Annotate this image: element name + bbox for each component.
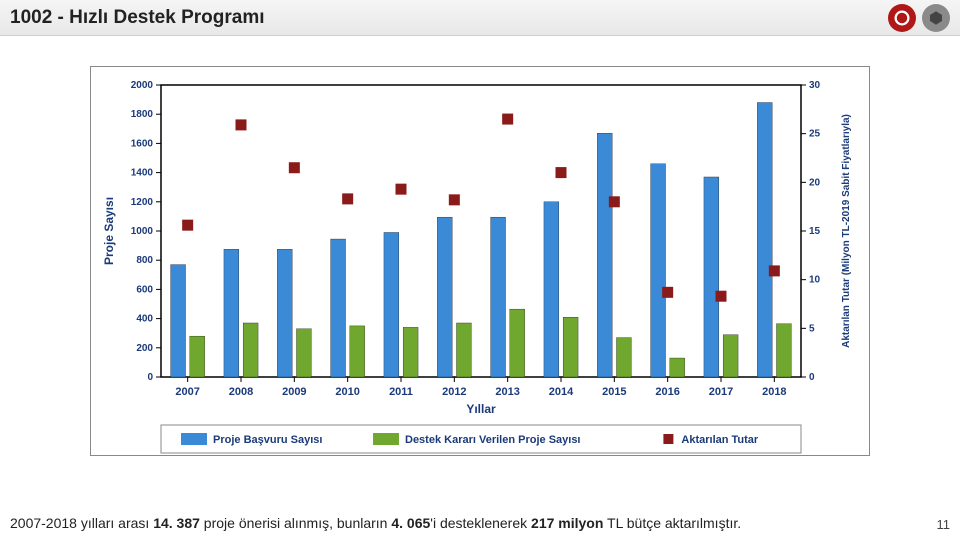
bar xyxy=(403,327,418,377)
svg-text:2011: 2011 xyxy=(389,386,413,398)
bar xyxy=(224,249,239,377)
bar xyxy=(456,323,471,377)
bar xyxy=(670,358,685,377)
scatter-point xyxy=(182,220,193,231)
page-title: 1002 - Hızlı Destek Programı xyxy=(10,7,265,29)
svg-text:15: 15 xyxy=(809,226,821,237)
svg-text:20: 20 xyxy=(809,177,821,188)
bar xyxy=(776,324,791,377)
bar xyxy=(704,177,719,377)
svg-text:2015: 2015 xyxy=(602,386,626,398)
chart-svg: 0200400600800100012001400160018002000Pro… xyxy=(91,67,871,457)
svg-text:800: 800 xyxy=(136,255,153,266)
svg-text:2017: 2017 xyxy=(709,386,733,398)
svg-text:2018: 2018 xyxy=(762,386,786,398)
page-number: 11 xyxy=(937,517,951,532)
svg-text:2008: 2008 xyxy=(229,386,253,398)
chart-container: 0200400600800100012001400160018002000Pro… xyxy=(90,66,870,456)
bar xyxy=(544,202,559,377)
scatter-point xyxy=(289,162,300,173)
svg-text:10: 10 xyxy=(809,275,821,286)
svg-text:1000: 1000 xyxy=(131,226,154,237)
footer-caption: 2007-2018 yılları arası 14. 387 proje ön… xyxy=(10,514,741,532)
bar xyxy=(384,232,399,377)
svg-text:Aktarılan Tutar (Milyon TL-201: Aktarılan Tutar (Milyon TL-2019 Sabit Fi… xyxy=(841,114,852,348)
bar xyxy=(616,338,631,377)
scatter-point xyxy=(342,193,353,204)
bar xyxy=(437,217,452,377)
bar xyxy=(296,329,311,377)
bar xyxy=(563,317,578,377)
svg-text:600: 600 xyxy=(136,284,153,295)
scatter-point xyxy=(449,194,460,205)
svg-text:1800: 1800 xyxy=(131,109,154,120)
svg-text:Yıllar: Yıllar xyxy=(466,402,496,416)
svg-text:2009: 2009 xyxy=(282,386,306,398)
svg-text:1600: 1600 xyxy=(131,138,154,149)
bar xyxy=(597,133,612,377)
scatter-point xyxy=(236,119,247,130)
bar xyxy=(171,265,186,377)
logo-emblem xyxy=(888,4,916,32)
svg-text:2012: 2012 xyxy=(442,386,466,398)
svg-text:2010: 2010 xyxy=(335,386,359,398)
footer: 2007-2018 yılları arası 14. 387 proje ön… xyxy=(10,514,950,532)
scatter-point xyxy=(609,196,620,207)
bar xyxy=(331,239,346,377)
bar xyxy=(190,336,205,377)
svg-text:5: 5 xyxy=(809,323,815,334)
svg-text:2016: 2016 xyxy=(655,386,679,398)
bar xyxy=(243,323,258,377)
bar xyxy=(723,335,738,377)
svg-text:Aktarılan Tutar: Aktarılan Tutar xyxy=(681,434,759,446)
bar xyxy=(350,326,365,377)
svg-text:0: 0 xyxy=(147,372,153,383)
bar xyxy=(651,164,666,377)
scatter-point xyxy=(556,167,567,178)
svg-text:0: 0 xyxy=(809,372,815,383)
svg-text:400: 400 xyxy=(136,314,153,325)
svg-text:2013: 2013 xyxy=(495,386,519,398)
header-logos xyxy=(888,4,950,32)
svg-text:2000: 2000 xyxy=(131,80,154,91)
scatter-point xyxy=(716,291,727,302)
logo-tubitak xyxy=(922,4,950,32)
scatter-point xyxy=(662,287,673,298)
svg-text:1400: 1400 xyxy=(131,168,154,179)
svg-text:2007: 2007 xyxy=(175,386,199,398)
svg-text:Destek Kararı Verilen Proje Sa: Destek Kararı Verilen Proje Sayısı xyxy=(405,434,581,446)
bar xyxy=(277,249,292,377)
svg-text:2014: 2014 xyxy=(549,386,574,398)
scatter-point xyxy=(396,184,407,195)
scatter-point xyxy=(769,265,780,276)
svg-text:25: 25 xyxy=(809,129,821,140)
bar xyxy=(757,103,772,377)
svg-text:200: 200 xyxy=(136,343,153,354)
bar xyxy=(510,309,525,377)
svg-text:Proje Sayısı: Proje Sayısı xyxy=(102,197,116,265)
scatter-point xyxy=(502,114,513,125)
svg-text:1200: 1200 xyxy=(131,197,154,208)
svg-text:Proje Başvuru Sayısı: Proje Başvuru Sayısı xyxy=(213,434,322,446)
header-bar: 1002 - Hızlı Destek Programı xyxy=(0,0,960,36)
bar xyxy=(491,217,506,377)
svg-text:30: 30 xyxy=(809,80,821,91)
